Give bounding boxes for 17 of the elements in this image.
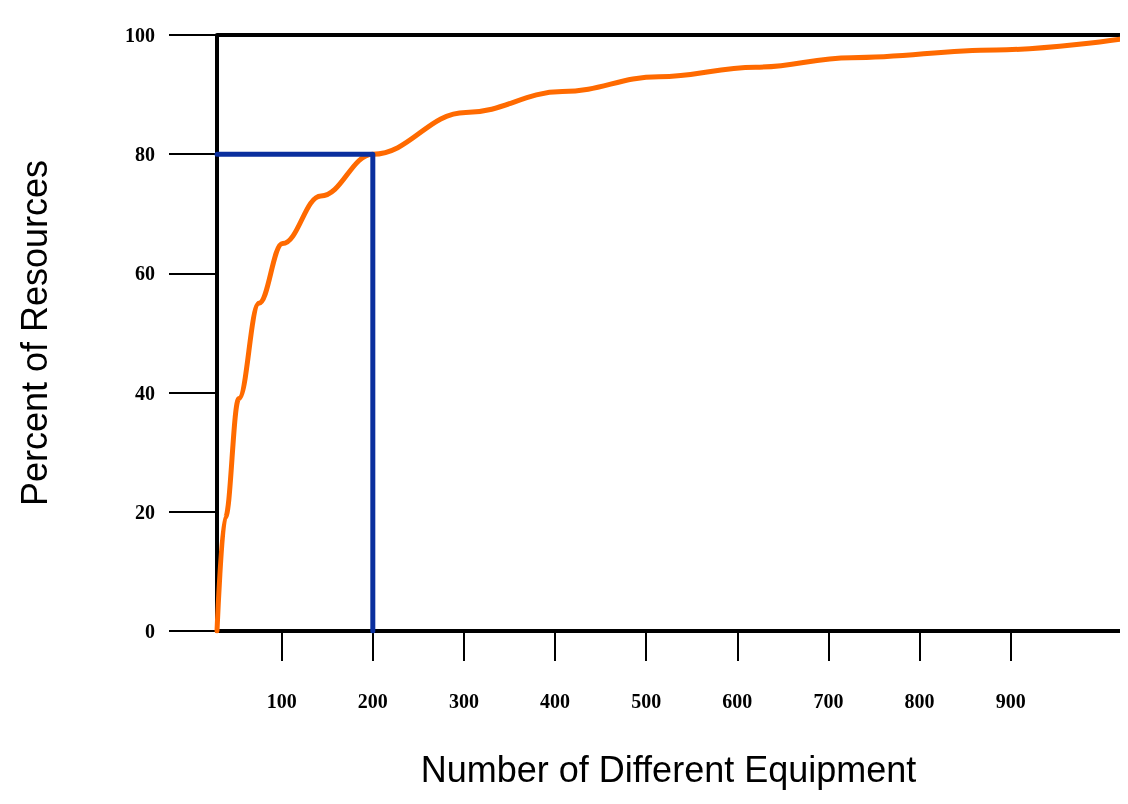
x-tick-label: 200 — [357, 690, 388, 712]
y-axis-title: Percent of Resources — [13, 159, 55, 507]
x-tick-label: 700 — [813, 690, 844, 712]
y-tick-label: 100 — [125, 24, 155, 46]
x-tick-label: 800 — [904, 690, 935, 712]
y-tick-label: 40 — [135, 381, 155, 404]
y-tick-label: 60 — [135, 262, 155, 285]
y-tick-label: 80 — [135, 143, 155, 166]
x-tick-label: 600 — [722, 690, 753, 712]
x-tick-label: 500 — [631, 690, 662, 712]
x-tick-label: 900 — [995, 690, 1026, 712]
y-tick-label: 20 — [135, 500, 155, 523]
x-tick-label: 100 — [266, 690, 297, 712]
x-tick-label: 300 — [448, 690, 479, 712]
y-tick-label: 0 — [145, 620, 155, 642]
x-axis-title: Number of Different Equipment — [420, 748, 917, 790]
x-tick-label: 400 — [540, 690, 571, 712]
